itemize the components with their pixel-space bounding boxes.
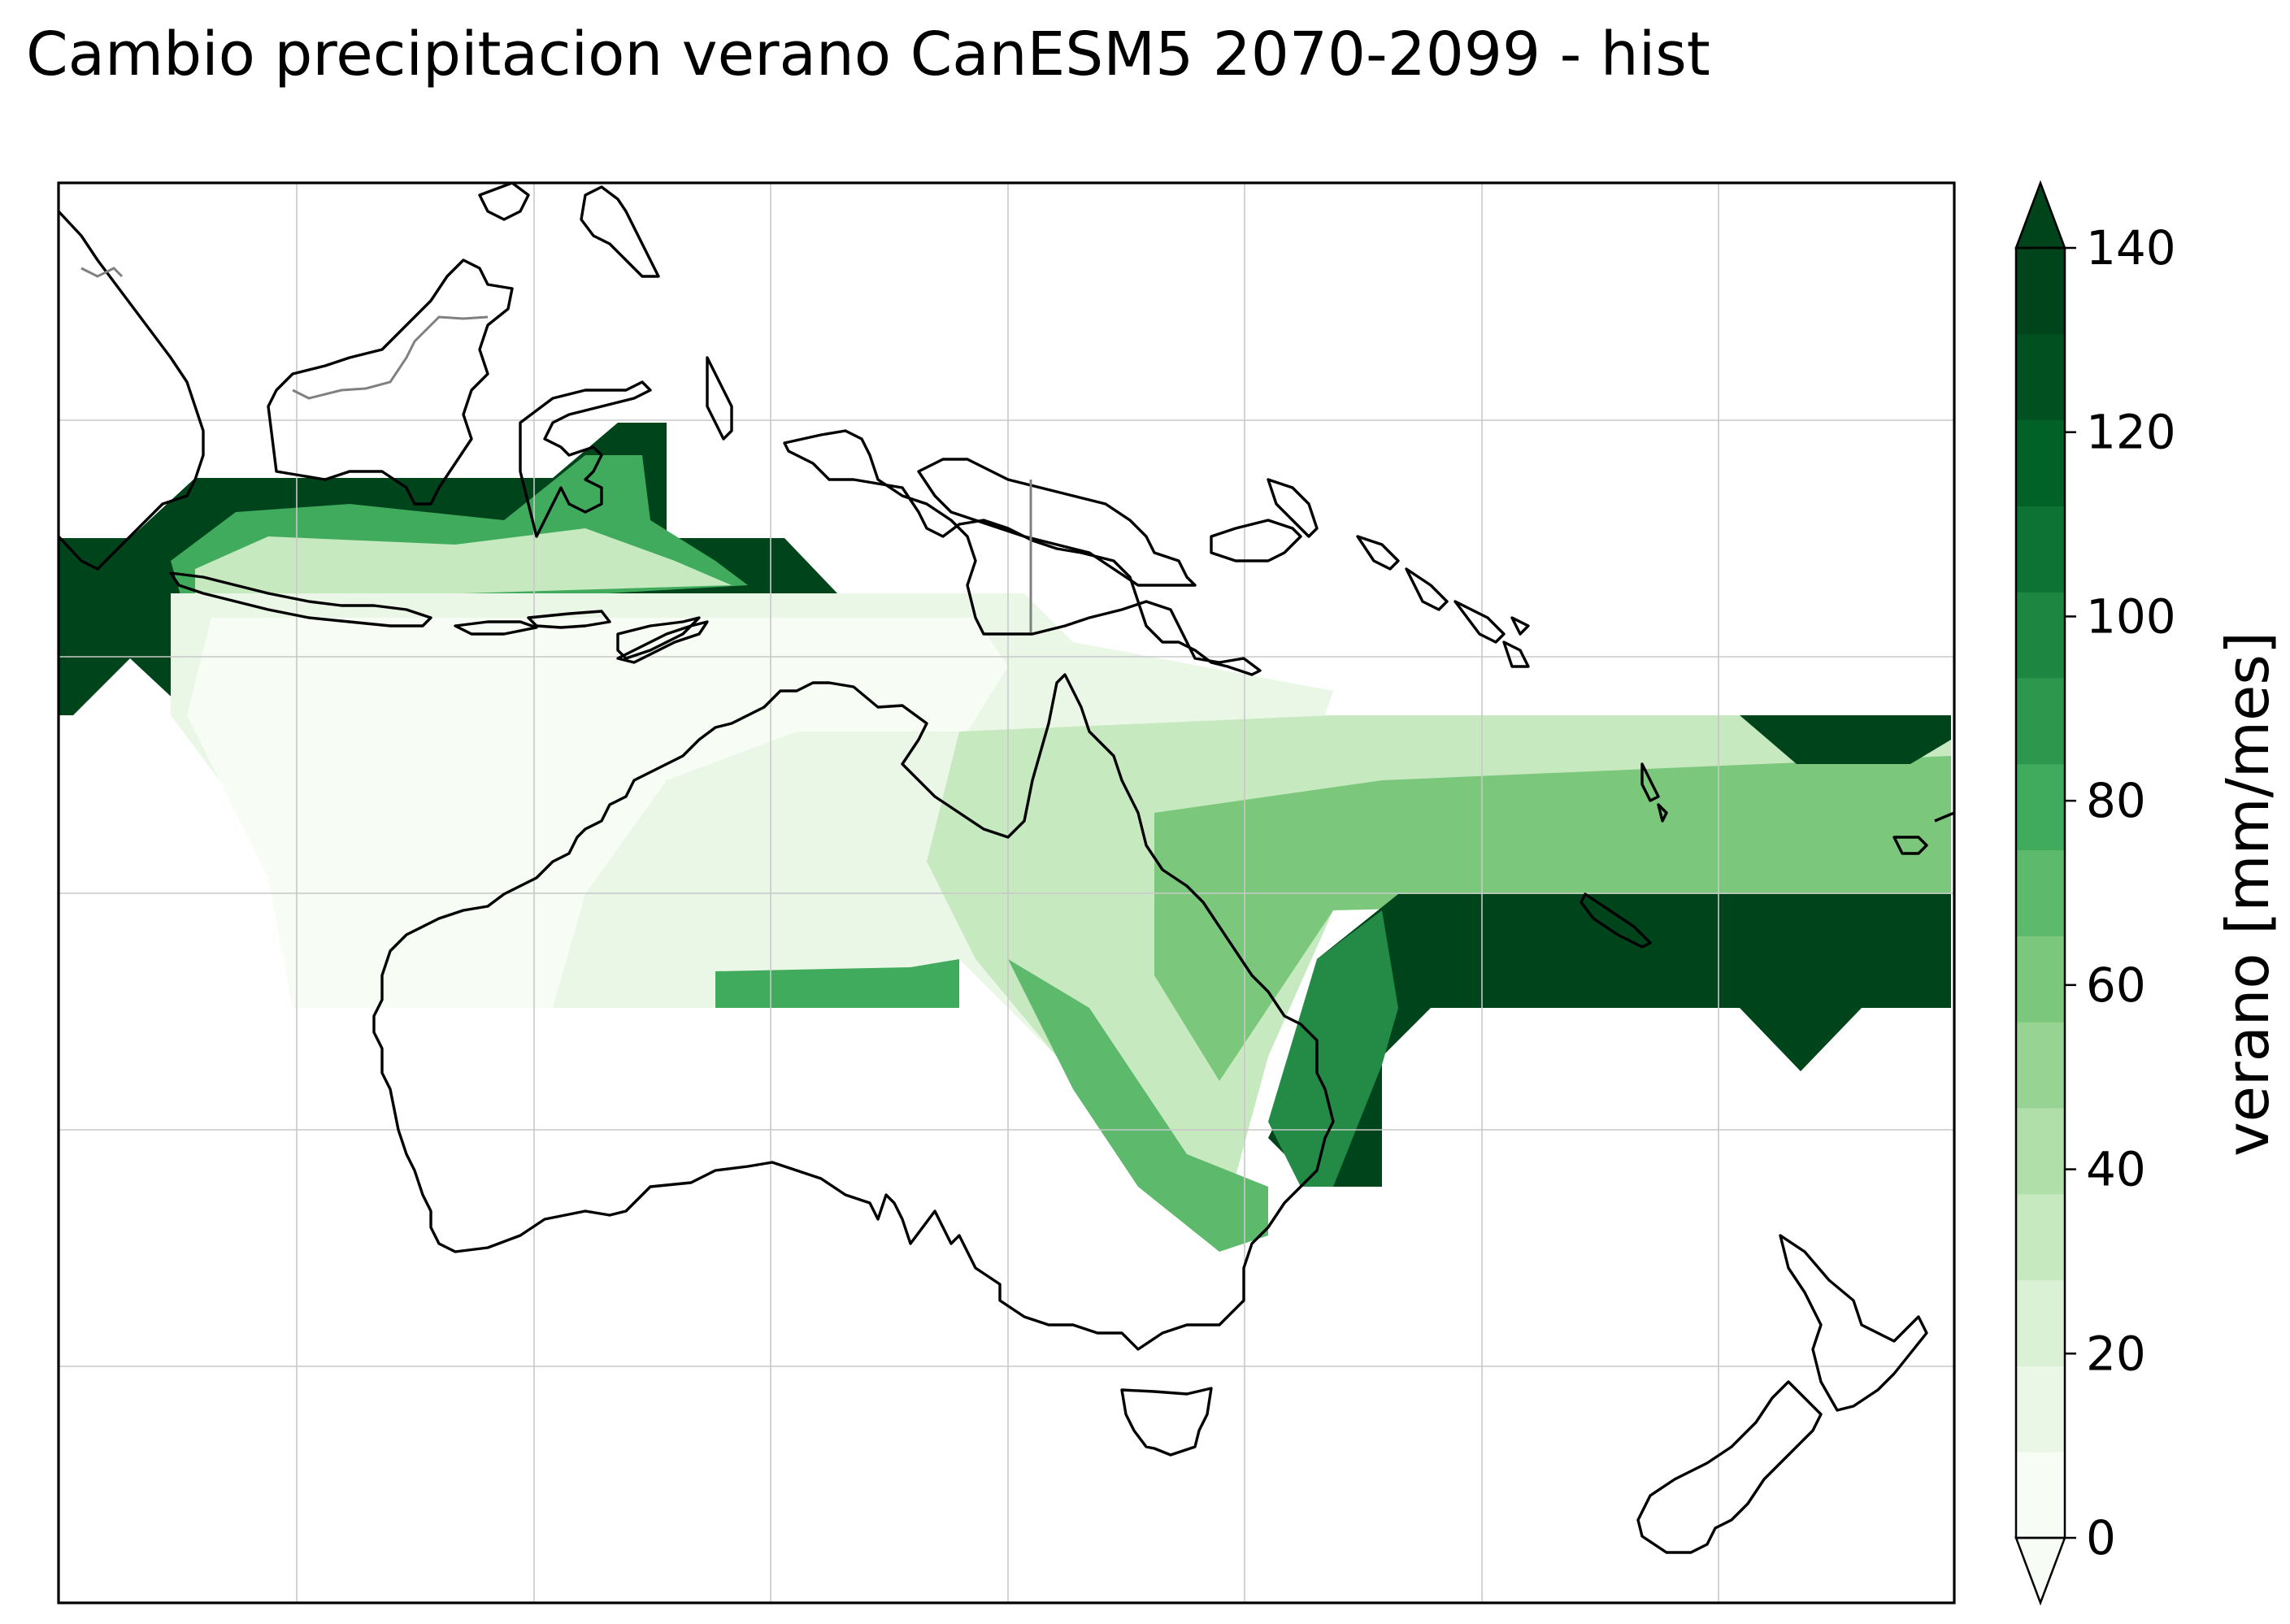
colorbar-tick-label: 80 [2086, 773, 2146, 828]
field-fiji-high [1740, 715, 1951, 764]
colorbar-tick-label: 40 [2086, 1142, 2146, 1197]
colorbar-level [2016, 763, 2065, 851]
colorbar-tick-label: 140 [2086, 220, 2176, 276]
precipitation-field [59, 423, 1951, 1252]
colorbar-ticks: 0 20 40 60 80 100 120 140 [2065, 220, 2176, 1565]
colorbar-level [2016, 248, 2065, 335]
colorbar-level [2016, 419, 2065, 506]
coast-vanuatu [1640, 762, 1668, 823]
coast-solomon [1267, 478, 1530, 668]
coast-new-guinea [783, 429, 1262, 676]
map-title: Cambio precipitacion verano CanESM5 2070… [26, 20, 1710, 89]
field-pacific-mid [1154, 756, 1951, 1081]
field-tasman-edge [1268, 910, 1398, 1187]
colorbar-level [2016, 506, 2065, 593]
field-gulf-band [715, 959, 959, 1008]
coast-new-britain [1210, 519, 1302, 562]
coast-tasmania [1120, 1387, 1213, 1457]
colorbar-over-arrow [2014, 180, 2066, 250]
colorbar: 0 20 40 60 80 100 120 140 verano [mm/mes] [2014, 180, 2282, 1606]
colorbar-tick-label: 120 [2086, 405, 2176, 460]
colorbar-tick-label: 20 [2086, 1326, 2146, 1381]
colorbar-level [2016, 678, 2065, 765]
colorbar-tick-label: 60 [2086, 957, 2146, 1013]
colorbar-tick-label: 100 [2086, 588, 2176, 644]
colorbar-level [2016, 1108, 2065, 1195]
coast-timor [616, 620, 709, 664]
colorbar-frame [2014, 246, 2066, 1539]
field-java-light [195, 528, 732, 601]
coastlines [59, 183, 1954, 1554]
coast-borneo [267, 258, 514, 506]
colorbar-level [2016, 1366, 2065, 1452]
coast-java [169, 571, 432, 627]
coast-fiji [1892, 811, 1954, 855]
colorbar-level [2016, 936, 2065, 1023]
coast-new-guinea-east [917, 458, 1197, 587]
map-panel [57, 181, 1956, 1604]
coast-new-caledonia [1580, 892, 1652, 949]
field-tasman-high [1268, 894, 1951, 1187]
field-north-australia [187, 618, 1008, 1008]
coast-new-zealand-north [1779, 1234, 1928, 1412]
colorbar-under-arrow [2014, 1536, 2066, 1606]
gridlines [59, 183, 1954, 1603]
field-east-coast [1008, 959, 1268, 1252]
coast-lesser-sunda [454, 610, 701, 660]
colorbar-segments [2016, 248, 2065, 1539]
borders [80, 267, 1032, 632]
coast-australia [372, 673, 1335, 1351]
coast-philippines [478, 183, 660, 278]
colorbar-level [2016, 592, 2065, 679]
map-frame [57, 181, 1956, 1604]
colorbar-level [2016, 1193, 2065, 1281]
coast-sulawesi [519, 380, 652, 538]
colorbar-label: verano [mm/mes] [2214, 632, 2282, 1157]
coast-sumatra [59, 210, 205, 571]
colorbar-level [2016, 1022, 2065, 1109]
colorbar-level [2016, 333, 2065, 421]
coast-new-zealand-south [1636, 1380, 1823, 1554]
coast-halmahera [706, 356, 733, 441]
colorbar-tick-label: 0 [2086, 1510, 2116, 1565]
colorbar-level [2016, 1452, 2065, 1539]
colorbar-level [2016, 849, 2065, 936]
colorbar-level [2016, 1279, 2065, 1366]
